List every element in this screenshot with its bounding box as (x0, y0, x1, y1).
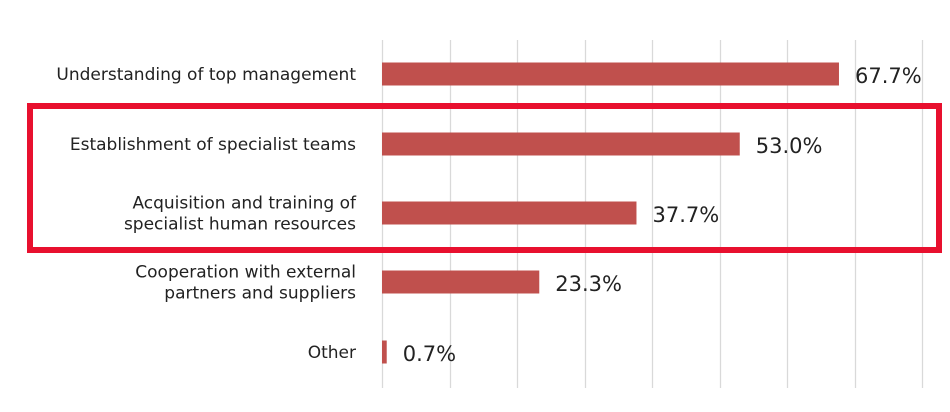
gridlines (381, 40, 924, 388)
bar (382, 132, 740, 156)
highlight-box (27, 103, 942, 253)
category-label: Establishment of specialist teams (70, 135, 356, 155)
data-label: 37.7% (652, 203, 719, 227)
category-label: Acquisition and training of specialist hu… (124, 194, 357, 235)
data-label: 0.7% (403, 342, 456, 366)
bar (382, 201, 637, 225)
bar (382, 340, 387, 364)
category-label: Other (308, 343, 356, 363)
data-label: 53.0% (756, 134, 823, 158)
bar (382, 62, 839, 86)
data-label: 23.3% (555, 272, 622, 296)
bar (382, 270, 540, 294)
category-label: Cooperation with external partners and su… (135, 263, 356, 304)
category-label: Understanding of top management (56, 65, 356, 85)
data-label: 67.7% (855, 64, 922, 88)
